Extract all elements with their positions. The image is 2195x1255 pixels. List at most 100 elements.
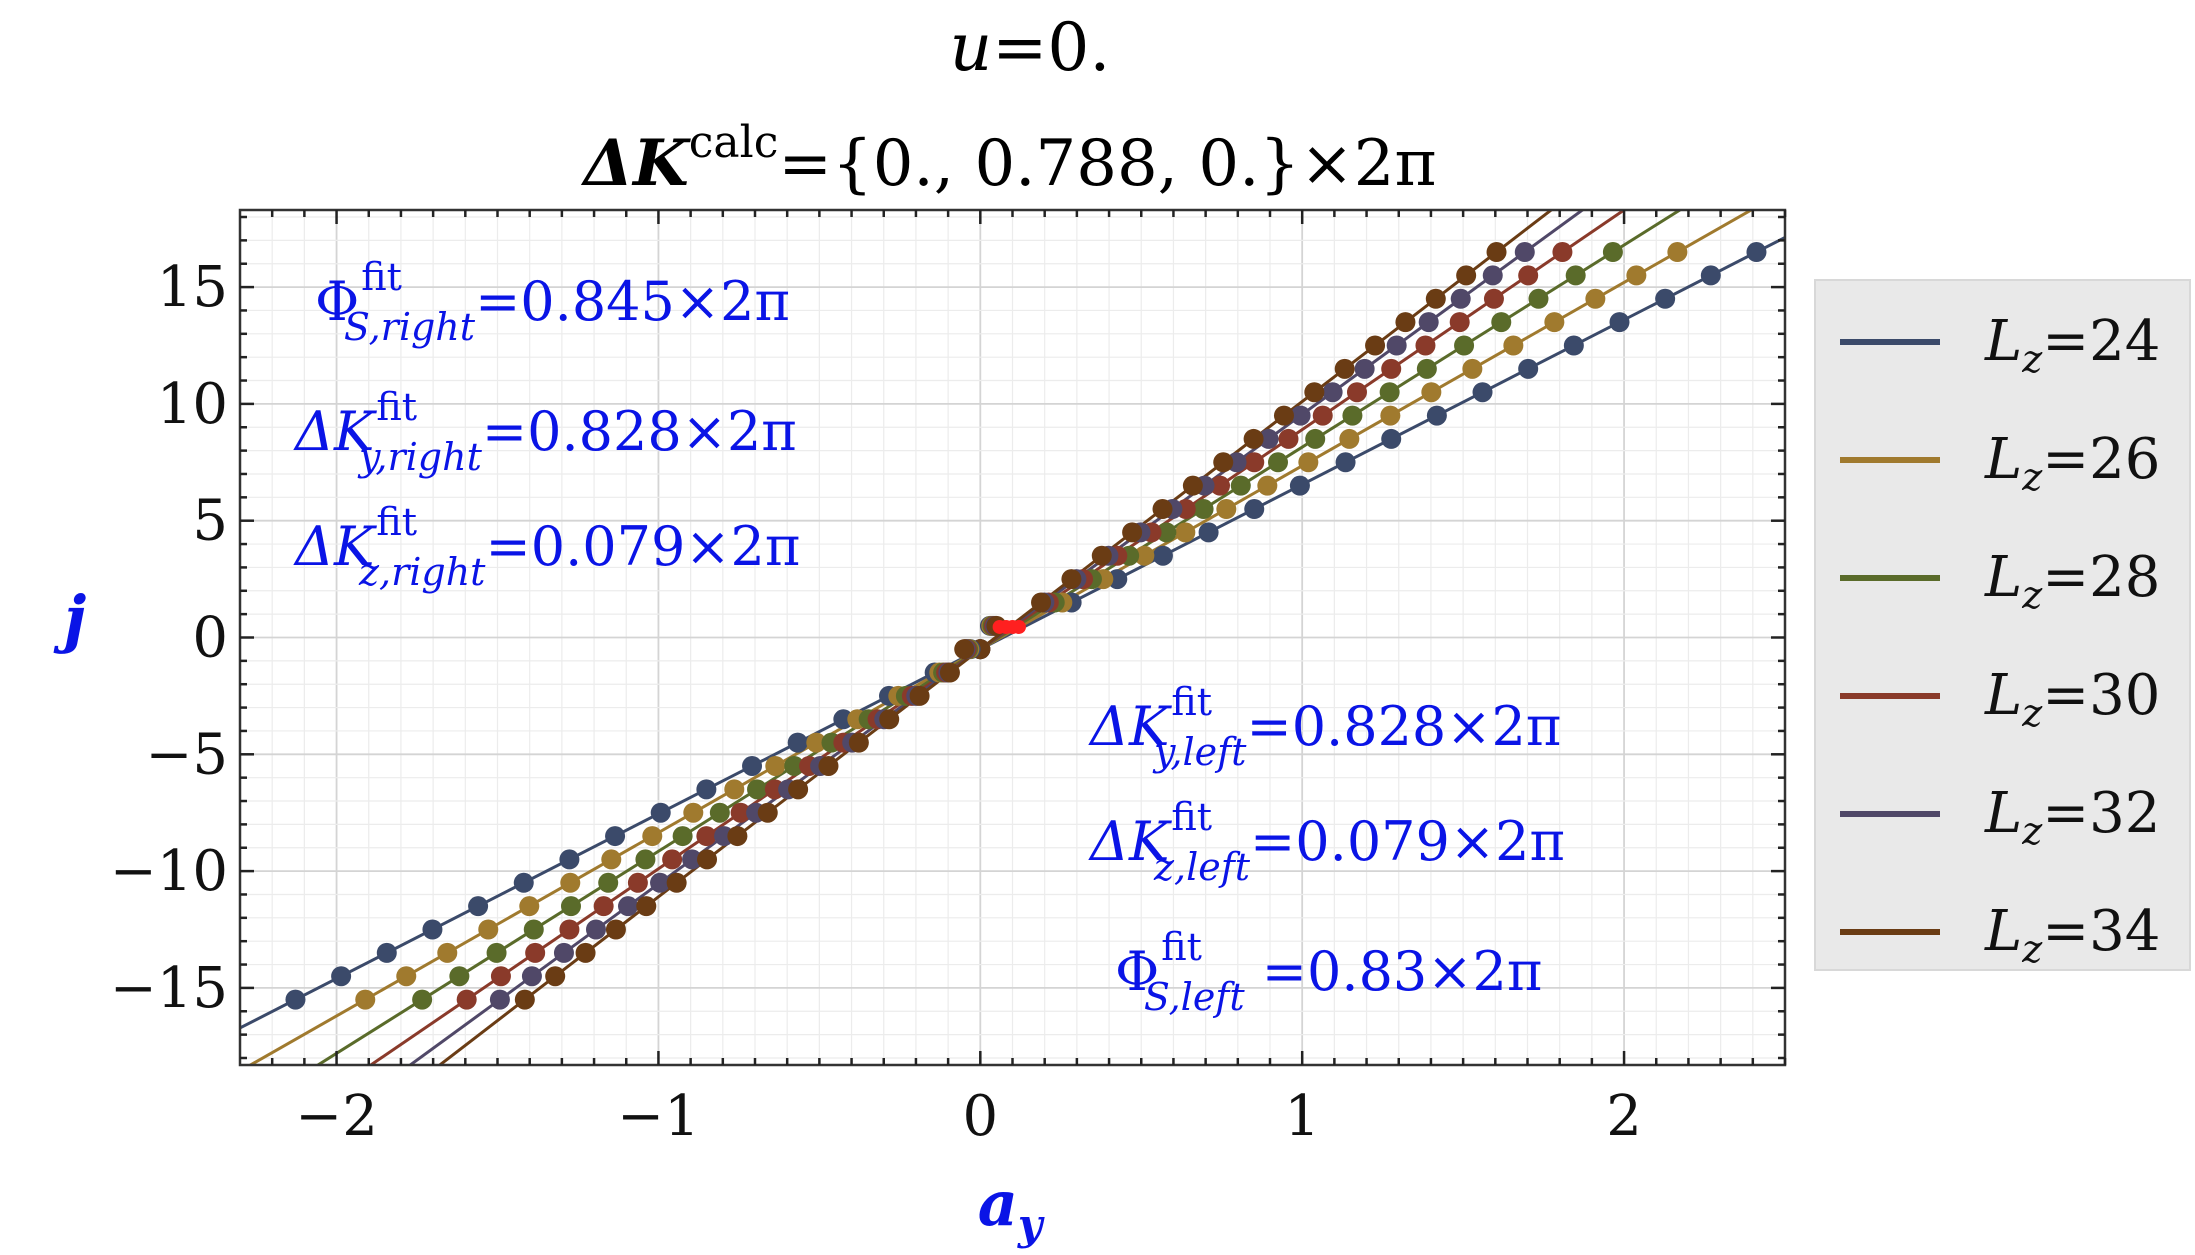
point-Lz28 [1268,452,1289,473]
point-Lz26 [1175,522,1196,543]
point-Lz34 [636,896,657,917]
x-tick-label: 0 [962,1084,998,1149]
point-Lz24 [1289,475,1310,496]
point-Lz26 [683,802,704,823]
point-Lz28 [560,896,581,917]
point-Lz26 [1626,265,1647,286]
highlight-point [1011,619,1026,634]
point-Lz34 [1061,569,1082,590]
x-tick-label: −2 [295,1084,378,1149]
annotation-dkz-left: ΔKfit z,left=0.079×2π [1088,795,1565,889]
highlight-points [992,619,1026,634]
point-Lz26 [1380,405,1401,426]
point-Lz24 [1244,499,1265,520]
point-Lz30 [1244,452,1265,473]
point-Lz30 [559,919,580,940]
legend: Lz=24 Lz=26 Lz=28 Lz=30 Lz=32 Lz=34 [1840,309,2160,971]
point-Lz30 [456,989,477,1010]
y-axis-label: j [53,582,86,655]
point-Lz32 [1386,335,1407,356]
point-Lz32 [1514,242,1535,263]
point-Lz26 [560,872,581,893]
point-Lz24 [696,779,717,800]
point-Lz24 [650,802,671,823]
point-Lz34 [909,685,930,706]
point-Lz26 [765,755,786,776]
point-Lz34 [788,779,809,800]
point-Lz34 [1122,522,1143,543]
point-Lz26 [642,826,663,847]
point-Lz34 [1334,358,1355,379]
point-Lz24 [1746,242,1767,263]
point-Lz32 [521,966,542,987]
point-Lz24 [1655,288,1676,309]
point-Lz34 [757,802,778,823]
legend-label-Lz28: Lz=28 [1984,545,2160,617]
point-Lz32 [1354,358,1375,379]
point-Lz28 [1230,475,1251,496]
point-Lz28 [1305,428,1326,449]
y-tick-label: −15 [110,956,228,1021]
point-Lz34 [575,942,596,963]
x-axis-label: ay [978,1167,1045,1249]
point-Lz34 [1304,382,1325,403]
point-Lz30 [490,966,511,987]
point-Lz24 [1609,312,1630,333]
point-Lz28 [523,919,544,940]
point-Lz26 [1462,358,1483,379]
point-Lz32 [1482,265,1503,286]
point-Lz30 [1449,312,1470,333]
point-Lz24 [285,989,306,1010]
point-Lz30 [1381,358,1402,379]
y-tick-label: 15 [157,255,228,320]
point-Lz34 [1456,265,1477,286]
point-Lz26 [1667,242,1688,263]
legend-label-Lz24: Lz=24 [1984,309,2160,381]
point-Lz24 [1472,382,1493,403]
point-Lz28 [1565,265,1586,286]
point-Lz32 [1418,312,1439,333]
point-Lz32 [650,872,671,893]
point-Lz28 [1416,358,1437,379]
point-Lz24 [376,942,397,963]
point-Lz24 [1381,428,1402,449]
point-center-Lz34 [954,639,975,660]
point-Lz30 [627,872,648,893]
y-tick-label: 10 [157,372,228,437]
point-Lz30 [1483,288,1504,309]
point-Lz32 [553,942,574,963]
legend-label-Lz30: Lz=30 [1984,663,2160,735]
point-Lz34 [697,849,718,870]
point-Lz34 [1486,242,1507,263]
point-Lz28 [784,755,805,776]
point-Lz24 [1518,358,1539,379]
point-Lz32 [1258,428,1279,449]
point-Lz32 [585,919,606,940]
point-Lz34 [1425,288,1446,309]
point-Lz26 [1257,475,1278,496]
point-Lz28 [449,966,470,987]
point-Lz34 [1273,405,1294,426]
point-Lz32 [618,896,639,917]
point-Lz26 [519,896,540,917]
point-Lz32 [1290,405,1311,426]
point-Lz30 [1346,382,1367,403]
point-Lz28 [1602,242,1623,263]
point-Lz30 [1415,335,1436,356]
legend-box [1814,279,2191,971]
point-Lz26 [1339,428,1360,449]
annotation-dkz-right: ΔKfit z,right=0.079×2π [293,500,800,594]
point-Lz28 [1342,405,1363,426]
point-Lz34 [1031,592,1052,613]
point-Lz24 [787,732,808,753]
point-Lz26 [437,942,458,963]
annotation-phi-left: Φfit S,left =0.83×2π [1115,925,1542,1019]
point-Lz30 [730,802,751,823]
annotation-dky-right: ΔKfit y,right=0.828×2π [293,385,797,479]
point-Lz34 [879,709,900,730]
chart-title-line2: ΔKcalc={0., 0.788, 0.}×2π [580,117,1436,201]
point-Lz26 [1585,288,1606,309]
point-Lz30 [1312,405,1333,426]
point-Lz28 [635,849,656,870]
annotations: Φfit S,right=0.845×2π ΔKfit y,right=0.828×… [293,255,1565,1019]
